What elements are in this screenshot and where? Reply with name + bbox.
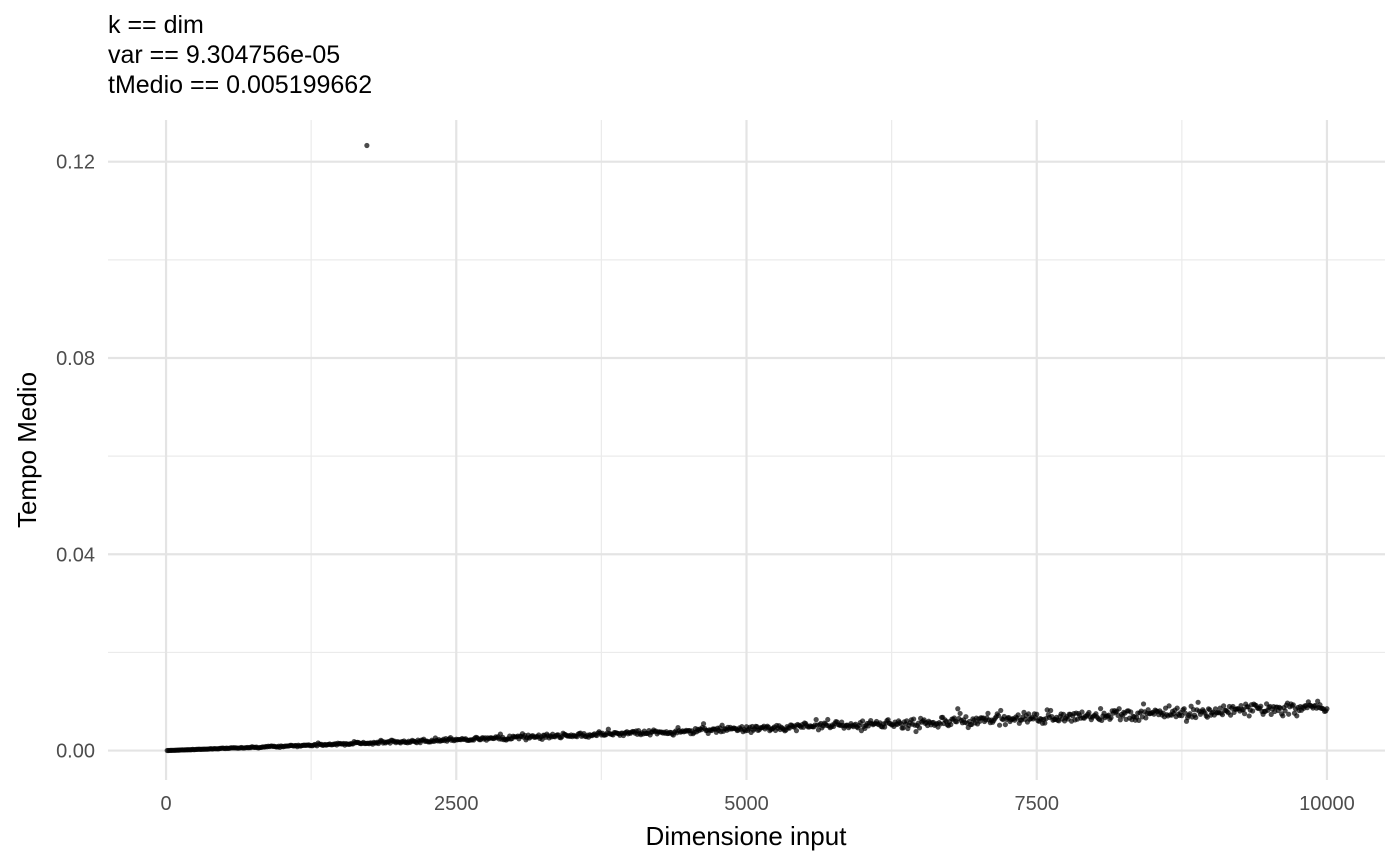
y-axis-title: Tempo Medio [12, 372, 42, 528]
x-axis-ticks: 0 2500 5000 7500 10000 [160, 793, 1354, 815]
title-line-3: tMedio == 0.005199662 [108, 71, 373, 99]
data-point [1181, 706, 1187, 712]
outlier-point [364, 142, 370, 149]
data-point [998, 707, 1004, 714]
data-point [1280, 713, 1286, 719]
data-point [1324, 706, 1330, 712]
data-point [1174, 705, 1180, 711]
data-point [913, 728, 919, 735]
data-point [1128, 709, 1134, 715]
chart-title: k == dim var == 9.304756e-05 tMedio == 0… [108, 10, 372, 100]
data-point [955, 706, 961, 712]
data-point [1258, 703, 1264, 709]
data-point [1250, 708, 1256, 714]
x-tick-label: 0 [160, 793, 171, 815]
y-tick-label: 0.08 [56, 348, 95, 370]
data-point [1034, 711, 1040, 717]
data-point [605, 726, 611, 732]
data-point [1193, 714, 1199, 721]
y-tick-label: 0.04 [56, 544, 95, 566]
data-point [859, 718, 866, 724]
data-point [1026, 711, 1032, 717]
data-point [1116, 706, 1122, 712]
data-point [1294, 713, 1300, 719]
data-point [1042, 720, 1048, 726]
data-point [1048, 707, 1054, 714]
data-point [1290, 702, 1296, 708]
data-point [1086, 709, 1092, 716]
data-point [1099, 717, 1105, 723]
data-point [1166, 703, 1172, 709]
data-point [813, 717, 819, 723]
data-point [1079, 709, 1085, 715]
data-point [825, 716, 831, 723]
data-point [948, 721, 954, 728]
y-axis-ticks: 0.00 0.04 0.08 0.12 [56, 152, 95, 763]
data-point [793, 728, 800, 734]
data-point [1002, 721, 1008, 728]
data-point [1108, 715, 1114, 721]
data-point [1268, 711, 1274, 718]
data-point [995, 712, 1002, 719]
data-point [916, 725, 923, 731]
y-tick-label: 0.00 [56, 741, 95, 763]
data-point [882, 724, 888, 730]
title-line-2: var == 9.304756e-05 [108, 41, 341, 69]
x-tick-label: 7500 [1014, 793, 1059, 815]
x-tick-label: 10000 [1299, 793, 1355, 815]
data-point [1195, 699, 1201, 705]
data-point [1117, 717, 1123, 723]
grid-lines [108, 120, 1385, 780]
data-point [1136, 717, 1142, 723]
data-points [164, 142, 1330, 754]
data-point [1221, 703, 1227, 709]
data-point [1219, 712, 1226, 718]
data-point [1246, 713, 1252, 719]
data-point [1097, 706, 1104, 712]
data-point [996, 722, 1003, 728]
title-line-1: k == dim [108, 11, 204, 39]
data-point [900, 725, 906, 731]
x-tick-label: 5000 [724, 793, 769, 815]
data-point [985, 710, 991, 716]
data-point [700, 721, 707, 727]
data-point [1282, 708, 1288, 714]
data-point [1286, 711, 1292, 717]
data-point [1143, 715, 1149, 721]
data-point [1145, 707, 1151, 713]
y-tick-label: 0.12 [56, 152, 95, 174]
data-point [1238, 702, 1244, 709]
data-point [911, 716, 917, 722]
x-tick-label: 2500 [434, 793, 479, 815]
data-point [963, 714, 969, 720]
data-point [1015, 712, 1021, 718]
data-point [1140, 701, 1147, 707]
x-axis-title: Dimensione input [646, 821, 848, 851]
data-point [957, 710, 963, 717]
data-point [1241, 711, 1248, 717]
data-point [1228, 712, 1234, 718]
